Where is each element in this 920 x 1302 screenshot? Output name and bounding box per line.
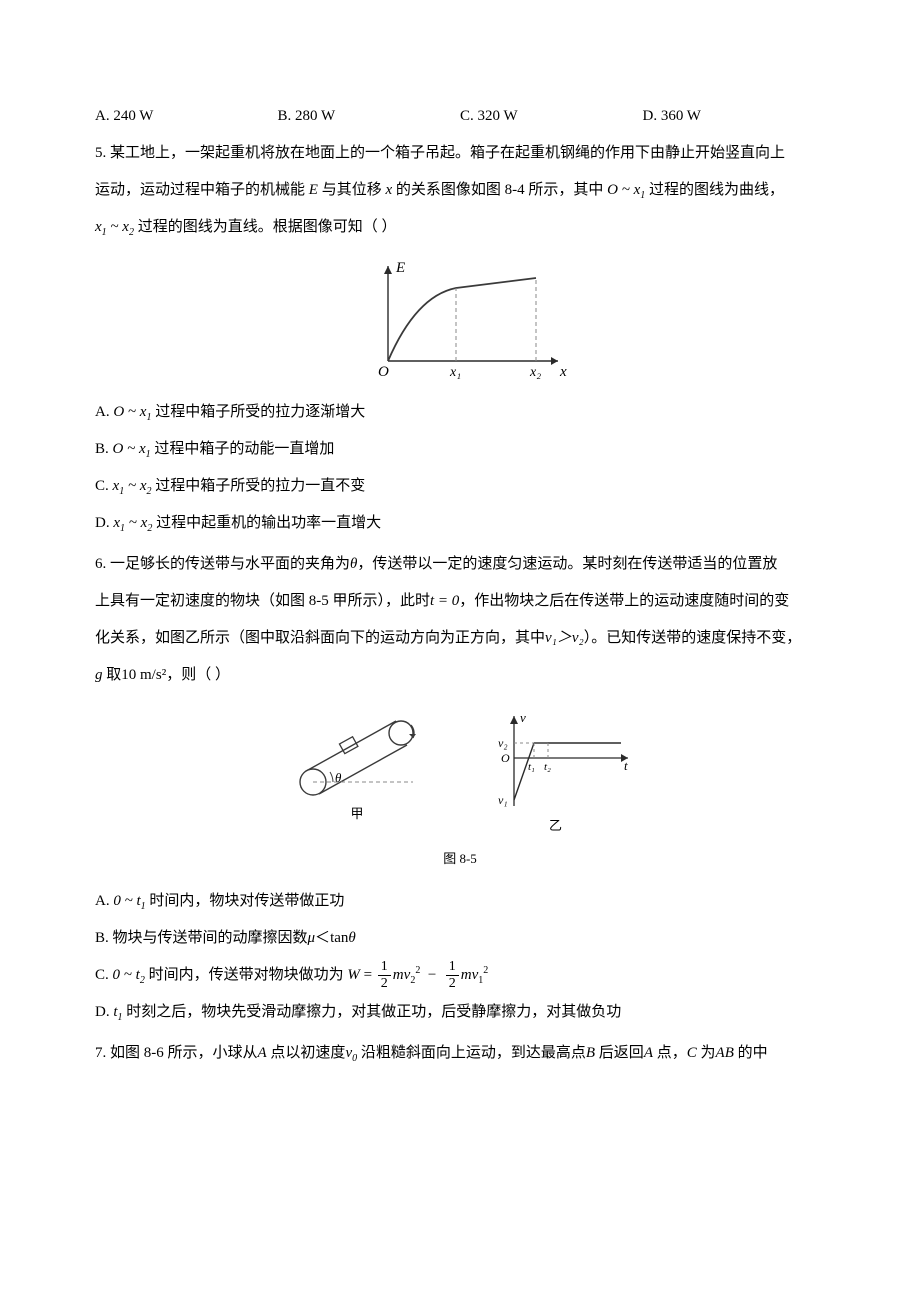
q4-option-c: C. 320 W xyxy=(460,100,643,133)
label-x2: x₂ xyxy=(529,365,541,380)
q7-line1: 7. 如图 8-6 所示，小球从A 点以初速度v0 沿粗糙斜面向上运动，到达最高… xyxy=(95,1037,825,1070)
svg-text:v₂: v₂ xyxy=(498,736,508,750)
q5-chart-svg: E O x₁ x₂ x xyxy=(348,256,573,386)
label-x1: x₁ xyxy=(449,365,461,380)
var-x1x2: x1 ~ x2 xyxy=(95,219,134,235)
svg-text:θ: θ xyxy=(335,770,342,785)
q6-line2: 上具有一定初速度的物块（如图 8-5 甲所示），此时t = 0，作出物块之后在传… xyxy=(95,585,825,618)
q7: 7. 如图 8-6 所示，小球从A 点以初速度v0 沿粗糙斜面向上运动，到达最高… xyxy=(95,1037,825,1070)
q6-figures: θ 甲 xyxy=(95,710,825,873)
label-jia: 甲 xyxy=(285,800,430,829)
frac-half-2: 12 xyxy=(446,960,459,991)
q5-figure: E O x₁ x₂ x xyxy=(95,256,825,386)
q7-number: 7. xyxy=(95,1045,106,1061)
q4-option-d: D. 360 W xyxy=(643,100,826,133)
q6-figure-caption: 图 8-5 xyxy=(95,845,825,874)
label-O: O xyxy=(378,364,389,380)
q6-line3: 化关系，如图乙所示（图中取沿斜面向下的运动方向为正方向，其中v₁＞v₂）。已知传… xyxy=(95,622,825,655)
q5-number: 5. xyxy=(95,145,106,161)
var-B: B xyxy=(586,1045,595,1061)
svg-text:O: O xyxy=(501,751,510,765)
var-Ox1: O ~ x1 xyxy=(607,182,645,198)
q5-line3: x1 ~ x2 过程的图线为直线。根据图像可知（ ） xyxy=(95,211,825,244)
var-AB: AB xyxy=(716,1045,734,1061)
q5-option-b: B. O ~ x1 过程中箱子的动能一直增加 xyxy=(95,433,825,466)
var-C: C xyxy=(687,1045,697,1061)
q6-option-a: A. 0 ~ t1 时间内，物块对传送带做正功 xyxy=(95,885,825,918)
q6-figure-yi: v v₂ O v₁ t₁ t₂ t 乙 xyxy=(476,710,636,841)
q4-option-b: B. 280 W xyxy=(278,100,461,133)
q6: 6. 一足够长的传送带与水平面的夹角为θ，传送带以一定的速度匀速运动。某时刻在传… xyxy=(95,548,825,1029)
svg-text:v: v xyxy=(520,710,526,725)
q6-figure-jia: θ 甲 xyxy=(285,710,430,829)
var-g: g xyxy=(95,667,103,683)
q6-number: 6. xyxy=(95,556,106,572)
label-x: x xyxy=(559,364,567,380)
q5-option-c: C. x1 ~ x2 过程中箱子所受的拉力一直不变 xyxy=(95,470,825,503)
q6-option-b: B. 物块与传送带间的动摩擦因数μ＜tanθ xyxy=(95,922,825,955)
q6-option-d: D. t1 时刻之后，物块先受滑动摩擦力，对其做正功，后受静摩擦力，对其做负功 xyxy=(95,996,825,1029)
svg-text:t₂: t₂ xyxy=(544,761,551,773)
q6-option-c: C. 0 ~ t2 时间内，传送带对物块做功为 W = 12mv22 − 12m… xyxy=(95,959,825,992)
var-mu: μ xyxy=(308,930,316,946)
q5-line1: 5. 某工地上，一架起重机将放在地面上的一个箱子吊起。箱子在起重机钢绳的作用下由… xyxy=(95,137,825,170)
svg-text:v₁: v₁ xyxy=(498,793,508,807)
label-E: E xyxy=(395,260,405,276)
q5-line2: 运动，运动过程中箱子的机械能 E 与其位移 x 的关系图像如图 8-4 所示，其… xyxy=(95,174,825,207)
label-yi: 乙 xyxy=(476,812,636,841)
svg-text:t₁: t₁ xyxy=(528,761,535,773)
q5-text: 某工地上，一架起重机将放在地面上的一个箱子吊起。箱子在起重机钢绳的作用下由静止开… xyxy=(110,145,785,161)
var-A: A xyxy=(258,1045,267,1061)
var-x: x xyxy=(385,182,392,198)
q5: 5. 某工地上，一架起重机将放在地面上的一个箱子吊起。箱子在起重机钢绳的作用下由… xyxy=(95,137,825,540)
frac-half-1: 12 xyxy=(378,960,391,991)
svg-text:t: t xyxy=(624,758,628,773)
q4-options: A. 240 W B. 280 W C. 320 W D. 360 W xyxy=(95,100,825,133)
q5-option-a: A. O ~ x1 过程中箱子所受的拉力逐渐增大 xyxy=(95,396,825,429)
var-v1gtv2: v₁＞v₂ xyxy=(545,630,584,646)
var-t0: t = 0 xyxy=(430,593,459,609)
q4-option-a: A. 240 W xyxy=(95,100,278,133)
q6-line1: 6. 一足够长的传送带与水平面的夹角为θ，传送带以一定的速度匀速运动。某时刻在传… xyxy=(95,548,825,581)
var-E: E xyxy=(309,182,318,198)
q5-option-d: D. x1 ~ x2 过程中起重机的输出功率一直增大 xyxy=(95,507,825,540)
q6-line4: g 取10 m/s²，则（ ） xyxy=(95,659,825,692)
